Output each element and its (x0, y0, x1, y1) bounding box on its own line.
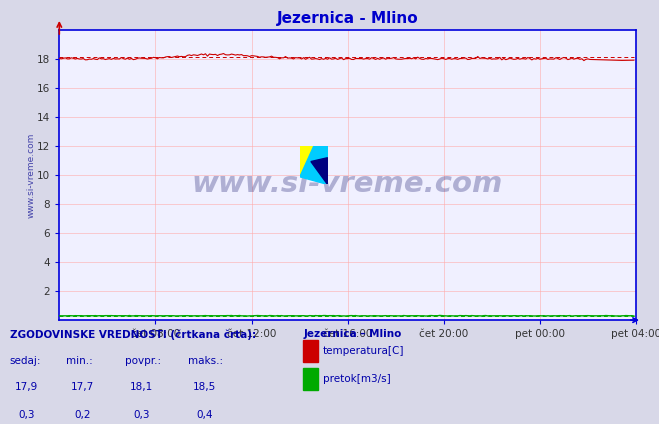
Text: 17,9: 17,9 (14, 382, 38, 392)
Text: temperatura[C]: temperatura[C] (323, 346, 405, 356)
Y-axis label: www.si-vreme.com: www.si-vreme.com (26, 132, 36, 218)
Title: Jezernica - Mlino: Jezernica - Mlino (277, 11, 418, 26)
Text: 0,4: 0,4 (196, 410, 213, 420)
Text: Jezernica – Mlino: Jezernica – Mlino (303, 329, 401, 339)
Text: 0,3: 0,3 (18, 410, 35, 420)
Text: 0,3: 0,3 (133, 410, 150, 420)
Text: maks.:: maks.: (188, 356, 223, 366)
Text: ZGODOVINSKE VREDNOSTI (črtkana črta):: ZGODOVINSKE VREDNOSTI (črtkana črta): (10, 329, 256, 340)
Text: www.si-vreme.com: www.si-vreme.com (192, 170, 503, 198)
Polygon shape (300, 146, 314, 177)
Text: min.:: min.: (66, 356, 93, 366)
Text: 18,1: 18,1 (130, 382, 154, 392)
Polygon shape (311, 158, 328, 184)
Bar (303, 368, 318, 390)
Text: pretok[m3/s]: pretok[m3/s] (323, 374, 391, 384)
Text: sedaj:: sedaj: (10, 356, 42, 366)
Text: 0,2: 0,2 (74, 410, 91, 420)
Text: povpr.:: povpr.: (125, 356, 161, 366)
Polygon shape (300, 146, 328, 184)
Text: 18,5: 18,5 (192, 382, 216, 392)
Text: 17,7: 17,7 (71, 382, 94, 392)
Bar (303, 340, 318, 362)
